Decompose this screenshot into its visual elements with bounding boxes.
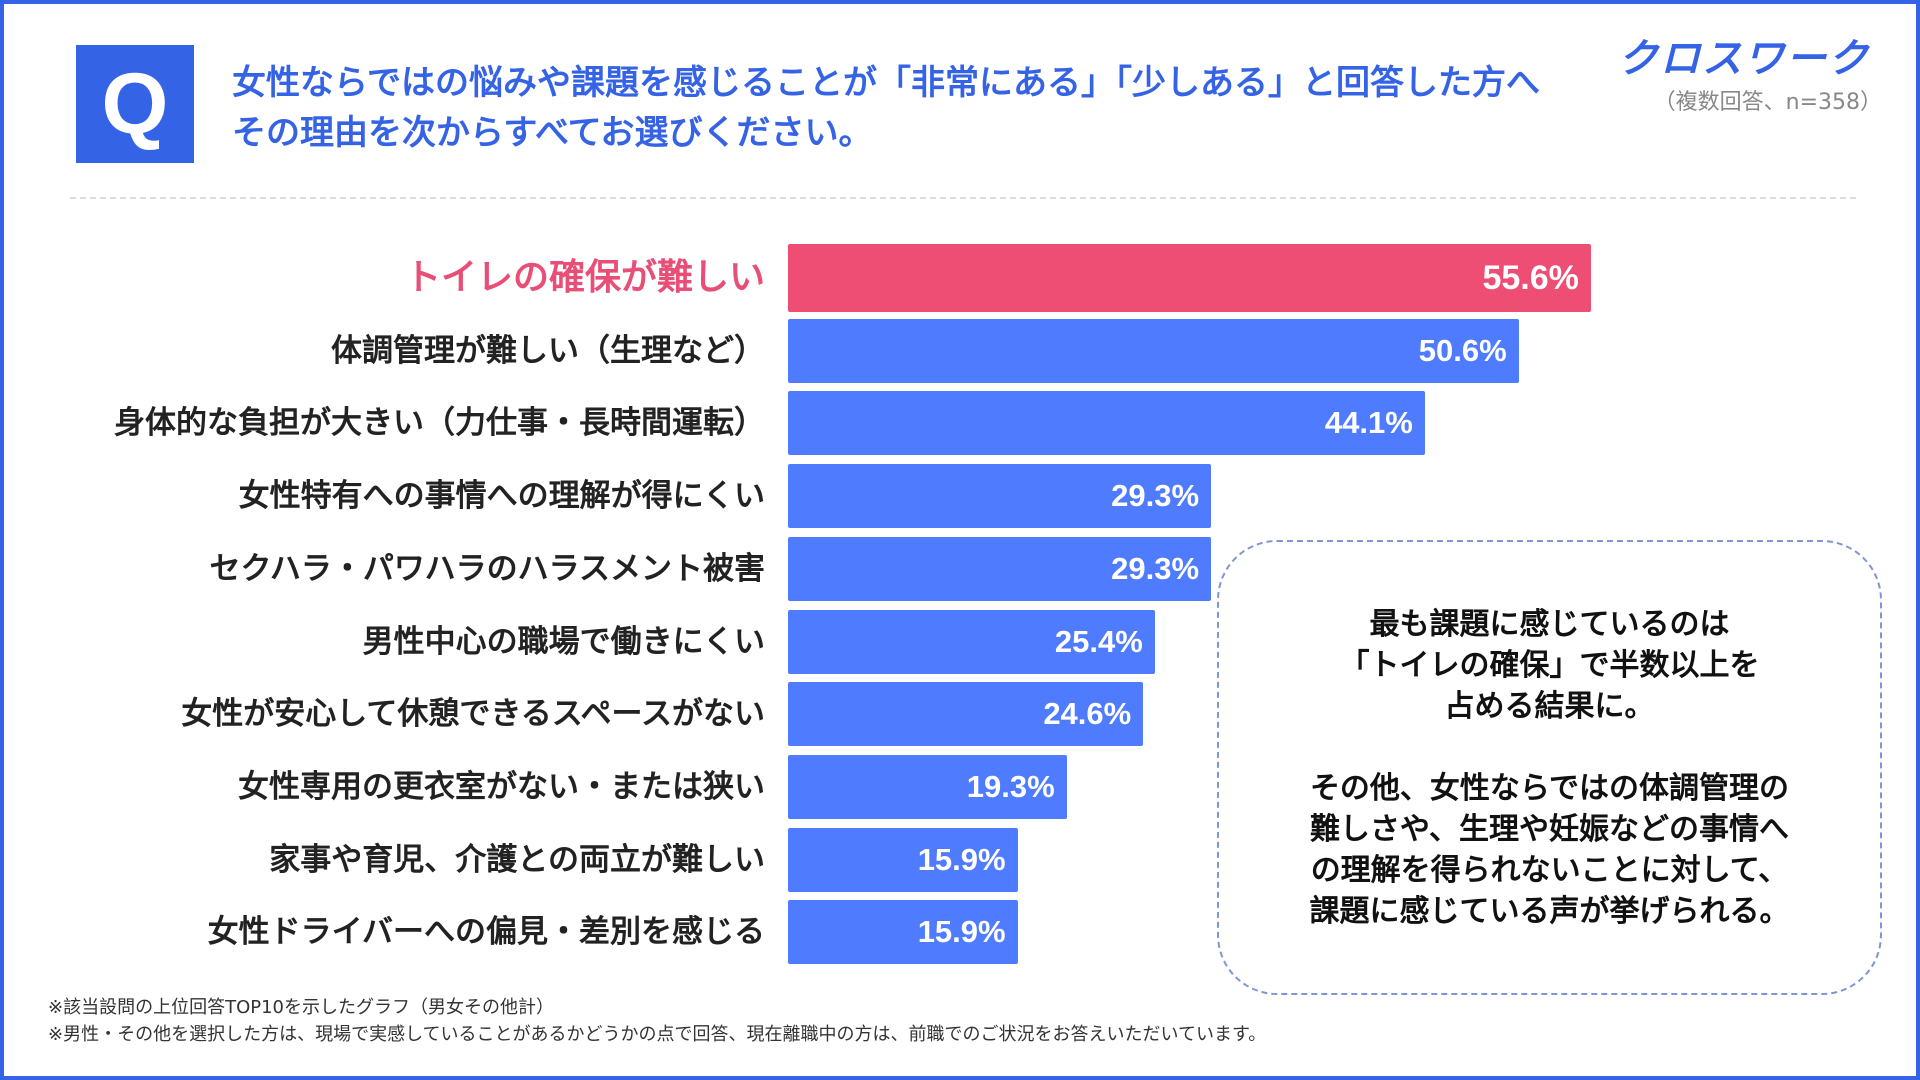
callout-line: 占める結果に。 <box>1444 688 1655 724</box>
callout-line: 難しさや、生理や妊娠などの事情へ <box>1309 811 1790 847</box>
footnote-1: ※該当設問の上位回答TOP10を示したグラフ（男女その他計） <box>48 997 555 1018</box>
sample-note: （複数回答、n=358） <box>1653 90 1882 115</box>
brand-logo: クロスワーク <box>1618 36 1870 82</box>
question-line-1: 女性ならではの悩みや課題を感じることが「非常にある」「少しある」と回答した方へ <box>232 63 1540 103</box>
callout-line: 「トイレの確保」で半数以上を <box>1339 647 1760 683</box>
callout-line: の理解を得られないことに対して、 <box>1310 852 1789 888</box>
footnote-2: ※男性・その他を選択した方は、現場で実感していることがあるかどうかの点で回答、現… <box>48 1024 1267 1045</box>
bar: 29.3% <box>788 536 1212 601</box>
category-label: 男性中心の職場で働きにくい <box>362 623 765 660</box>
bar: 24.6% <box>788 682 1144 747</box>
divider <box>70 197 1856 199</box>
category-label: セクハラ・パワハラのハラスメント被害 <box>209 550 765 587</box>
category-label: 体調管理が難しい（生理など） <box>331 332 765 369</box>
bar-value-label: 15.9% <box>917 841 1006 877</box>
category-label: トイレの確保が難しい <box>404 257 765 298</box>
callout-line: 最も課題に感じているのは <box>1369 606 1730 642</box>
bar: 25.4% <box>788 609 1155 674</box>
bar: 15.9% <box>788 900 1018 965</box>
bar: 19.3% <box>788 754 1067 819</box>
bar-value-label: 50.6% <box>1418 332 1507 368</box>
bar: 44.1% <box>788 391 1425 456</box>
bar-value-label: 24.6% <box>1043 696 1132 732</box>
bar: 15.9% <box>788 827 1018 892</box>
category-label: 身体的な負担が大きい（力仕事・長時間運転） <box>114 405 765 442</box>
bar: 29.3% <box>788 464 1212 529</box>
category-label: 女性専用の更衣室がない・または狭い <box>238 768 765 805</box>
question-text: 女性ならではの悩みや課題を感じることが「非常にある」「少しある」と回答した方へ … <box>232 58 1652 158</box>
bar-value-label: 19.3% <box>966 768 1055 804</box>
bar-value-label: 44.1% <box>1324 405 1413 441</box>
question-badge: Q <box>76 45 194 163</box>
bar-value-label: 55.6% <box>1482 258 1579 297</box>
bar-value-label: 25.4% <box>1054 623 1143 659</box>
category-label: 家事や育児、介護との両立が難しい <box>269 841 765 878</box>
category-label: 女性が安心して休憩できるスペースがない <box>181 696 765 733</box>
callout-line: 課題に感じている声が挙げられる。 <box>1309 893 1790 929</box>
bar: 50.6% <box>788 318 1519 383</box>
category-label: 女性ドライバーへの偏見・差別を感じる <box>207 914 765 951</box>
bar: 55.6% <box>788 244 1591 312</box>
bar-value-label: 29.3% <box>1111 478 1200 514</box>
callout-line: その他、女性ならではの体調管理の <box>1309 770 1790 806</box>
category-label: 女性特有への事情への理解が得にくい <box>238 478 765 515</box>
bar-value-label: 29.3% <box>1111 550 1200 586</box>
question-line-2: その理由を次からすべてお選びください。 <box>232 113 873 153</box>
summary-callout: 最も課題に感じているのは 「トイレの確保」で半数以上を 占める結果に。 その他、… <box>1217 540 1882 995</box>
bar-value-label: 15.9% <box>917 914 1006 950</box>
